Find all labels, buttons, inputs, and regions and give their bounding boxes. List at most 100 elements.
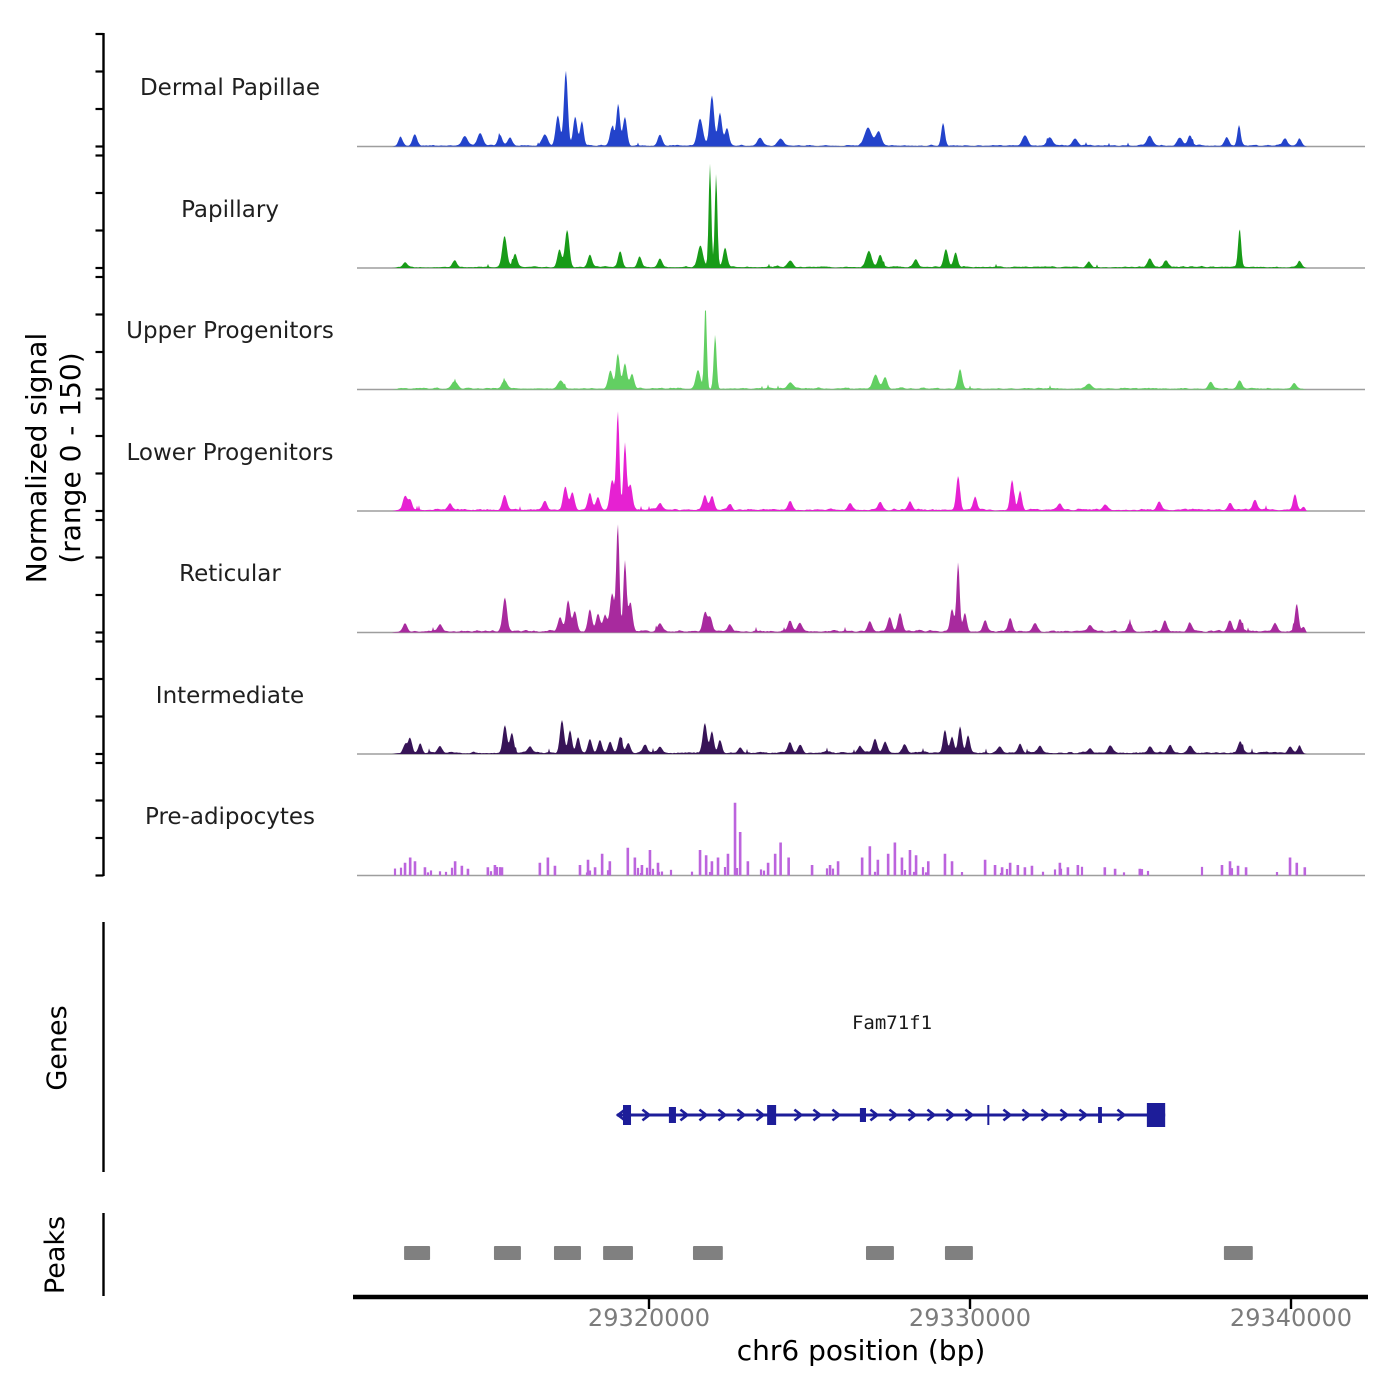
gene-model bbox=[615, 1103, 1166, 1127]
signal-area-dermal-papillae bbox=[392, 70, 1307, 147]
signal-spike bbox=[656, 862, 660, 876]
track-label-upper-progenitors: Upper Progenitors bbox=[126, 318, 334, 344]
signal-spike bbox=[698, 850, 702, 876]
gene-name-label: Fam71f1 bbox=[851, 1012, 933, 1034]
signal-area-lower-progenitors bbox=[392, 411, 1307, 511]
signal-spike bbox=[828, 865, 832, 876]
signal-spike bbox=[453, 861, 457, 876]
genes-section-label: Genes bbox=[42, 1005, 73, 1091]
track-label-reticular: Reticular bbox=[179, 561, 281, 587]
signal-spike bbox=[1103, 867, 1107, 876]
signal-spike bbox=[716, 857, 720, 876]
signal-spike bbox=[1066, 867, 1070, 876]
signal-spike bbox=[460, 865, 464, 876]
y-axis-label-line1: Normalized signal bbox=[20, 332, 53, 584]
signal-spike bbox=[408, 857, 412, 876]
signal-spike bbox=[773, 853, 777, 876]
signal-spike bbox=[1220, 865, 1224, 876]
x-axis-title: chr6 position (bp) bbox=[736, 1334, 986, 1367]
signal-spike bbox=[1244, 867, 1248, 876]
signal-spike bbox=[900, 857, 904, 876]
x-tick-label-29340000: 29340000 bbox=[1229, 1304, 1353, 1332]
signal-spike bbox=[593, 867, 597, 876]
signal-spike bbox=[1016, 865, 1020, 876]
signal-spike bbox=[553, 865, 557, 876]
signal-spike bbox=[860, 857, 864, 876]
signal-spike bbox=[586, 859, 590, 876]
signal-spike bbox=[423, 867, 427, 876]
track-label-lower-progenitors: Lower Progenitors bbox=[126, 440, 334, 466]
signal-spike bbox=[1000, 867, 1004, 876]
gene-exon bbox=[1146, 1103, 1166, 1127]
y-axis-label-line2: (range 0 - 150) bbox=[54, 352, 87, 564]
signal-spike bbox=[1076, 865, 1080, 876]
x-tick-label-29320000: 29320000 bbox=[587, 1304, 711, 1332]
signal-spike bbox=[546, 857, 550, 876]
signal-spikes-pre-adipocytes bbox=[393, 802, 1307, 876]
signal-spike bbox=[633, 857, 637, 876]
signal-spike bbox=[893, 842, 897, 876]
signal-spike bbox=[403, 862, 407, 876]
signal-spike bbox=[766, 862, 770, 876]
peak-interval-2 bbox=[553, 1246, 581, 1260]
signal-spike bbox=[733, 802, 737, 876]
peaks-section-label: Peaks bbox=[40, 1215, 71, 1295]
peak-interval-4 bbox=[692, 1246, 723, 1260]
signal-spike bbox=[1236, 865, 1240, 876]
track-label-intermediate: Intermediate bbox=[155, 683, 305, 709]
peak-interval-1 bbox=[493, 1246, 521, 1260]
peak-interval-7 bbox=[1223, 1246, 1253, 1260]
signal-spike bbox=[1023, 867, 1027, 876]
signal-spike bbox=[600, 853, 604, 876]
track-label-pre-adipocytes: Pre-adipocytes bbox=[144, 804, 316, 830]
signal-spike bbox=[1288, 857, 1292, 876]
signal-spike bbox=[538, 862, 542, 876]
signal-area-papillary bbox=[392, 163, 1307, 268]
signal-spike bbox=[486, 867, 490, 876]
gene-start-mark bbox=[615, 1108, 626, 1122]
signal-area-reticular bbox=[392, 524, 1307, 633]
signal-spike bbox=[1030, 865, 1034, 876]
track-label-papillary: Papillary bbox=[181, 197, 279, 223]
signal-spike bbox=[1113, 868, 1117, 876]
gene-exon bbox=[767, 1105, 777, 1125]
signal-spike bbox=[738, 832, 742, 876]
signal-spike bbox=[810, 865, 814, 876]
gene-exon bbox=[622, 1105, 632, 1125]
signal-spike bbox=[746, 861, 750, 876]
signal-spike bbox=[787, 857, 790, 876]
signal-spike bbox=[1295, 862, 1299, 876]
signal-spike bbox=[726, 853, 730, 876]
signal-spike bbox=[886, 853, 890, 876]
signal-spike bbox=[648, 850, 652, 876]
signal-spike bbox=[943, 853, 947, 876]
signal-spike bbox=[710, 861, 714, 876]
signal-area-upper-progenitors bbox=[392, 310, 1307, 390]
signal-spike bbox=[836, 861, 840, 876]
signal-spike bbox=[908, 850, 912, 876]
signal-spike bbox=[868, 846, 872, 876]
signal-spike bbox=[950, 861, 954, 876]
x-tick-label-29330000: 29330000 bbox=[908, 1304, 1032, 1332]
gene-exon bbox=[859, 1108, 866, 1122]
signal-spike bbox=[876, 859, 880, 876]
signal-spike bbox=[626, 847, 630, 876]
gene-exon bbox=[668, 1107, 676, 1123]
signal-spike bbox=[1138, 868, 1142, 876]
gene-exon bbox=[1098, 1107, 1102, 1123]
peak-interval-3 bbox=[603, 1246, 633, 1260]
signal-area-intermediate bbox=[392, 719, 1307, 754]
signal-spike bbox=[1058, 862, 1062, 876]
signal-spike bbox=[608, 861, 612, 876]
signal-spike bbox=[500, 867, 504, 876]
signal-spike bbox=[779, 842, 782, 876]
signal-spike bbox=[926, 861, 930, 876]
signal-spike bbox=[1228, 861, 1232, 876]
signal-spike bbox=[704, 855, 708, 876]
gene-exon bbox=[987, 1105, 990, 1125]
signal-spike bbox=[413, 861, 417, 876]
signal-spike bbox=[1008, 862, 1012, 876]
signal-spike bbox=[466, 868, 470, 876]
